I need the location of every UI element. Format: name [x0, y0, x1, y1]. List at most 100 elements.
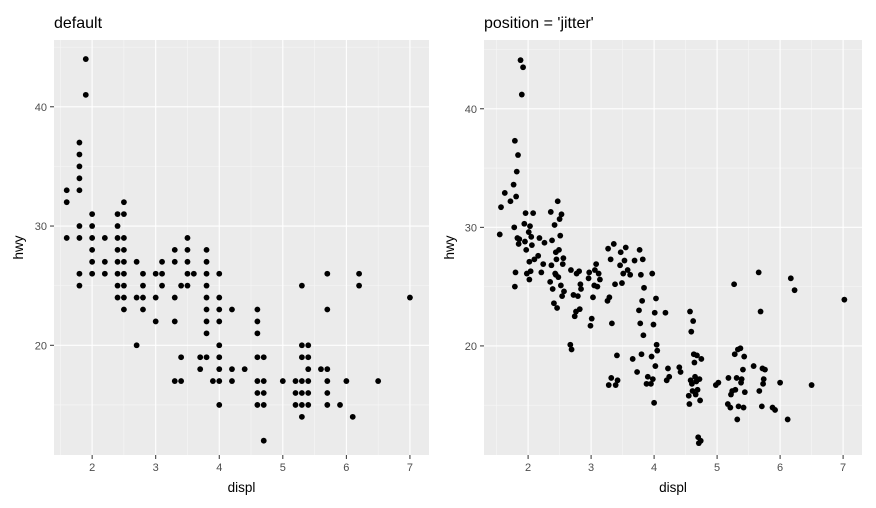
data-point: [521, 220, 528, 227]
data-point: [591, 267, 598, 273]
data-point: [279, 378, 286, 384]
data-point: [516, 236, 523, 243]
data-point: [688, 328, 695, 335]
data-point: [324, 402, 331, 408]
data-point: [640, 332, 647, 339]
data-point: [121, 270, 127, 277]
data-point: [121, 246, 127, 253]
data-point: [292, 402, 299, 408]
data-point: [692, 391, 699, 398]
data-point: [517, 57, 524, 64]
data-point: [585, 275, 592, 282]
data-point: [595, 270, 602, 277]
data-point: [203, 246, 210, 253]
data-point: [254, 390, 261, 396]
data-point: [694, 386, 701, 393]
data-point: [604, 297, 611, 304]
x-axis-label: displ: [228, 480, 256, 495]
data-point: [690, 318, 697, 324]
data-point: [758, 403, 765, 410]
data-point: [612, 281, 618, 288]
data-point: [526, 276, 533, 283]
data-point: [637, 320, 644, 327]
data-point: [666, 373, 673, 380]
data-point: [216, 342, 223, 349]
panel-background: [484, 40, 862, 455]
data-point: [741, 353, 748, 360]
data-point: [522, 238, 528, 245]
data-point: [772, 407, 778, 413]
data-point: [216, 318, 223, 325]
data-point: [526, 258, 533, 265]
data-point: [76, 163, 83, 170]
data-point: [535, 252, 542, 259]
data-point: [159, 258, 165, 265]
data-point: [76, 139, 83, 146]
data-point: [549, 237, 555, 244]
data-point: [254, 330, 261, 337]
data-point: [171, 378, 178, 384]
data-point: [216, 402, 223, 408]
data-point: [617, 249, 624, 256]
data-point: [305, 366, 312, 373]
data-point: [337, 402, 343, 408]
data-point: [731, 351, 738, 358]
data-point: [557, 282, 564, 289]
data-point: [89, 270, 96, 277]
data-point: [638, 351, 645, 358]
data-point: [63, 187, 70, 194]
x-axis-label: displ: [659, 480, 687, 495]
data-point: [305, 390, 312, 396]
data-point: [725, 375, 732, 381]
data-point: [511, 137, 518, 144]
x-tick-label: 2: [89, 462, 95, 474]
data-point: [653, 295, 659, 302]
data-point: [82, 56, 89, 62]
data-point: [540, 261, 547, 267]
data-point: [551, 222, 558, 228]
data-point: [343, 378, 350, 384]
left-plot-default: 2 3 4 5 6 7 20 30 40 default displ hwy: [11, 15, 429, 495]
data-point: [356, 270, 362, 277]
data-point: [190, 270, 197, 277]
data-point: [649, 270, 656, 277]
data-point: [608, 375, 615, 381]
data-point: [229, 366, 235, 373]
data-point: [621, 257, 628, 264]
data-point: [101, 270, 108, 277]
data-point: [525, 229, 532, 235]
data-point: [520, 64, 526, 71]
data-point: [760, 380, 766, 387]
data-point: [89, 211, 96, 218]
data-point: [554, 198, 561, 205]
data-point: [63, 235, 70, 241]
data-point: [610, 241, 617, 247]
data-point: [89, 246, 96, 253]
data-point: [756, 388, 763, 394]
data-point: [254, 402, 261, 408]
data-point: [554, 305, 560, 311]
data-point: [133, 342, 140, 349]
data-point: [665, 365, 671, 372]
right-plot-jitter: 2 3 4 5 6 7 20 30 40 position = 'jitter' displ hwy: [442, 15, 862, 495]
data-point: [216, 378, 223, 384]
data-point: [133, 294, 140, 301]
data-point: [292, 378, 299, 384]
data-point: [121, 306, 127, 313]
y-axis-label: hwy: [11, 235, 26, 259]
data-point: [614, 352, 620, 359]
data-point: [597, 276, 603, 283]
x-tick-label: 7: [407, 462, 413, 474]
data-point: [738, 379, 744, 386]
data-point: [241, 366, 248, 373]
data-point: [305, 378, 312, 384]
data-point: [498, 204, 504, 211]
data-point: [76, 223, 83, 229]
data-point: [556, 246, 562, 253]
data-point: [159, 270, 165, 277]
data-point: [82, 91, 89, 98]
data-point: [260, 390, 267, 396]
data-point: [203, 270, 210, 277]
data-point: [677, 369, 684, 375]
data-point: [197, 366, 204, 373]
